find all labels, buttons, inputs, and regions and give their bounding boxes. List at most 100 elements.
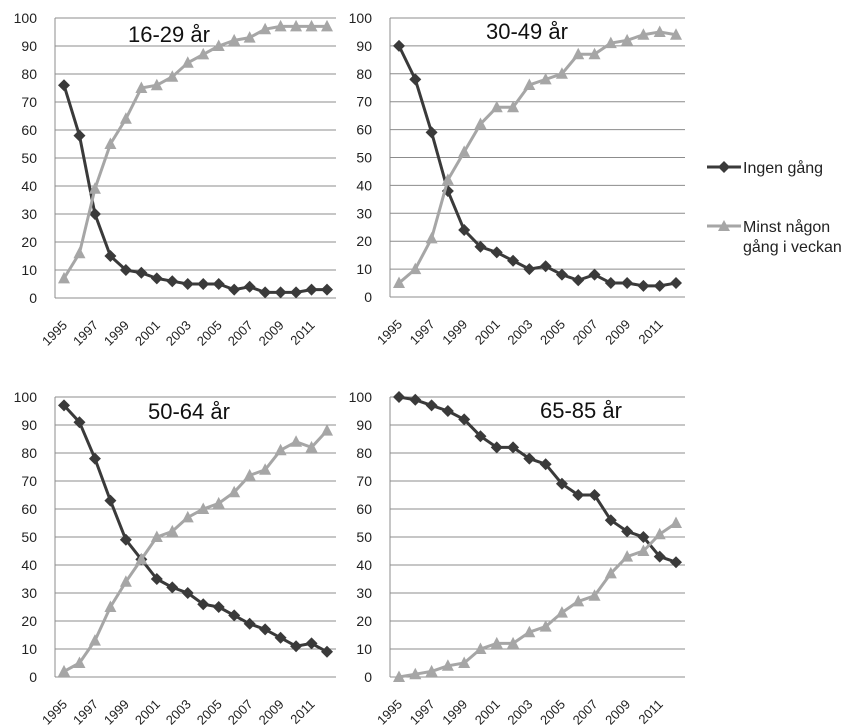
data-point <box>490 100 503 113</box>
x-tick-label: 1997 <box>70 697 101 726</box>
data-point <box>321 283 333 296</box>
data-point <box>88 208 101 220</box>
data-point <box>441 173 454 185</box>
data-point <box>653 550 666 563</box>
data-point <box>490 246 503 259</box>
data-point <box>425 231 438 244</box>
data-point <box>259 286 272 299</box>
data-point <box>474 117 487 130</box>
data-point <box>441 659 454 671</box>
data-point <box>119 575 132 587</box>
x-tick-label: 2007 <box>225 697 256 726</box>
data-point <box>259 623 272 636</box>
data-point <box>88 634 101 646</box>
data-point <box>73 656 86 668</box>
y-tick-label: 40 <box>21 178 37 194</box>
data-point <box>555 477 568 490</box>
chart-title: 65-85 år <box>540 398 622 423</box>
x-tick-label: 1995 <box>39 697 70 726</box>
y-tick-label: 50 <box>356 150 372 166</box>
data-point <box>104 494 117 507</box>
data-point <box>458 413 471 426</box>
data-point <box>243 280 256 293</box>
data-point <box>305 440 318 453</box>
data-point <box>621 277 634 290</box>
series-ingen-gang <box>393 391 682 569</box>
x-tick-label: 1997 <box>407 317 438 348</box>
y-tick-label: 80 <box>356 66 372 82</box>
series-line <box>398 521 677 679</box>
data-point <box>321 19 333 32</box>
x-tick-label: 2011 <box>635 317 665 347</box>
data-point <box>212 496 225 509</box>
y-tick-label: 10 <box>21 262 37 278</box>
data-point <box>604 566 617 579</box>
data-point <box>212 39 225 51</box>
data-point <box>150 272 163 285</box>
data-point <box>135 552 148 565</box>
data-point <box>637 279 650 292</box>
y-tick-label: 70 <box>21 94 37 110</box>
chart-title: 50-64 år <box>148 399 230 424</box>
data-point <box>670 516 682 528</box>
y-tick-label: 20 <box>21 613 37 629</box>
data-point <box>507 441 520 454</box>
data-point <box>58 399 70 412</box>
y-tick-label: 0 <box>29 669 37 685</box>
x-tick-label: 1999 <box>439 317 470 348</box>
y-tick-label: 10 <box>21 641 37 657</box>
data-point <box>228 283 241 296</box>
data-point <box>73 246 86 259</box>
series-line <box>62 404 328 654</box>
data-point <box>523 452 536 465</box>
y-tick-label: 90 <box>356 38 372 54</box>
x-tick-label: 2003 <box>504 317 535 348</box>
data-point <box>637 28 650 40</box>
y-tick-label: 60 <box>356 501 372 517</box>
y-tick-label: 0 <box>364 669 372 685</box>
data-point <box>637 531 650 543</box>
data-point <box>474 430 487 443</box>
y-tick-label: 40 <box>356 557 372 573</box>
data-point <box>539 260 552 273</box>
chart-title: 16-29 år <box>128 22 210 47</box>
y-tick-label: 90 <box>21 417 37 433</box>
x-tick-label: 2001 <box>132 318 163 349</box>
data-point <box>259 22 272 35</box>
data-point <box>150 573 163 585</box>
x-tick-label: 2009 <box>602 697 633 726</box>
data-point <box>507 100 520 113</box>
data-point <box>88 452 101 465</box>
data-point <box>670 28 682 40</box>
x-tick-label: 1995 <box>374 317 405 348</box>
data-point <box>243 468 256 481</box>
data-point <box>588 47 601 60</box>
x-tick-label: 2009 <box>256 697 287 726</box>
data-point <box>393 670 405 682</box>
data-point <box>425 126 438 139</box>
y-tick-label: 90 <box>356 417 372 433</box>
data-point <box>588 589 601 601</box>
y-tick-label: 60 <box>21 122 37 138</box>
y-tick-label: 100 <box>349 10 373 26</box>
x-tick-label: 2011 <box>635 697 665 726</box>
y-tick-label: 0 <box>29 290 37 306</box>
data-point <box>119 533 132 546</box>
data-point <box>181 510 194 523</box>
y-tick-label: 100 <box>349 389 373 405</box>
y-tick-label: 30 <box>356 585 372 601</box>
data-point <box>621 525 634 538</box>
series-ingen-gang <box>393 39 682 292</box>
data-point <box>274 443 287 456</box>
data-point <box>150 530 163 542</box>
data-point <box>588 268 601 281</box>
data-point <box>670 277 682 290</box>
data-point <box>539 458 552 471</box>
data-point <box>290 19 303 32</box>
data-point <box>58 271 70 284</box>
data-point <box>135 81 148 93</box>
data-point <box>637 544 650 556</box>
x-tick-label: 2005 <box>194 697 225 726</box>
